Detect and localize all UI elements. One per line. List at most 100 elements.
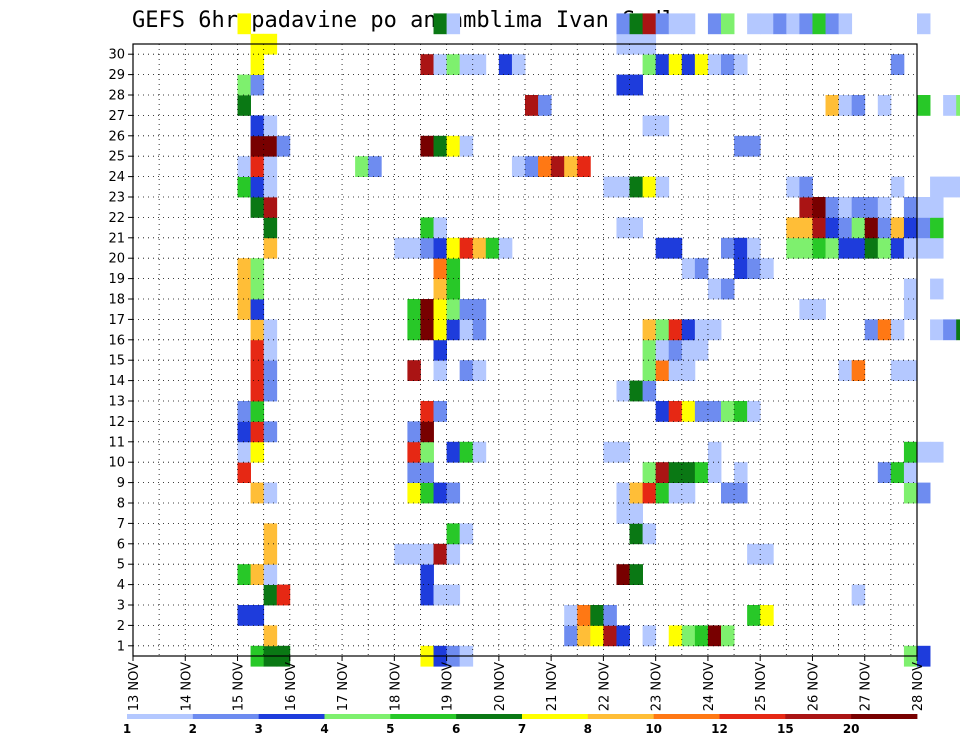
heatmap-cell: [917, 237, 931, 259]
heatmap-cell: [917, 482, 931, 504]
heatmap-cell: [250, 115, 265, 137]
heatmap-cell: [890, 319, 905, 341]
heatmap-cell: [930, 278, 944, 300]
heatmap-cell: [237, 441, 251, 463]
heatmap-cell: [237, 605, 251, 626]
heatmap-cell: [250, 605, 265, 626]
heatmap-cell: [642, 319, 657, 341]
heatmap-cell: [603, 625, 617, 647]
heatmap-cell: [642, 523, 657, 545]
heatmap-cell: [459, 299, 474, 320]
heatmap-cell: [642, 482, 657, 504]
heatmap-cell: [760, 13, 774, 35]
heatmap-cell: [812, 197, 826, 218]
heatmap-cell: [459, 237, 474, 259]
heatmap-cell: [917, 217, 931, 239]
heatmap-cell: [903, 482, 918, 504]
heatmap-cell: [694, 258, 709, 279]
heatmap-cell: [760, 543, 774, 565]
heatmap-cell: [237, 462, 251, 483]
heatmap-cell: [930, 319, 944, 341]
heatmap-cell: [420, 421, 434, 443]
colorbar-label: 7: [518, 722, 526, 736]
heatmap-cell: [407, 237, 421, 259]
heatmap-cell: [472, 441, 487, 463]
heatmap-cell: [721, 54, 735, 75]
heatmap-cell: [655, 401, 670, 422]
y-tick-label: 16: [108, 333, 125, 348]
heatmap-cell: [890, 237, 905, 259]
x-tick-label: 17 NOV: [336, 662, 351, 711]
colorbar-segment: [851, 714, 918, 719]
heatmap-cell: [799, 176, 813, 198]
heatmap-cell: [903, 278, 918, 300]
heatmap-cell: [668, 13, 683, 35]
heatmap-cell: [525, 156, 539, 177]
heatmap-cell: [851, 197, 866, 218]
heatmap-cell: [721, 401, 735, 422]
heatmap-cell: [917, 197, 931, 218]
colorbar-segment: [324, 714, 391, 719]
heatmap-cell: [681, 401, 696, 422]
heatmap-cell: [433, 217, 447, 239]
heatmap-cell: [263, 380, 278, 402]
heatmap-cell: [577, 605, 591, 626]
heatmap-cell: [459, 360, 474, 381]
y-tick-label: 29: [108, 68, 125, 83]
heatmap-cell: [903, 360, 918, 381]
heatmap-cell: [734, 401, 748, 422]
heatmap-cell: [629, 13, 643, 35]
heatmap-cell: [877, 217, 892, 239]
heatmap-cell: [890, 176, 905, 198]
y-tick-label: 2: [117, 619, 125, 634]
heatmap-cell: [446, 135, 461, 157]
heatmap-cell: [459, 319, 474, 341]
heatmap-cell: [943, 95, 957, 116]
heatmap-cell: [930, 197, 944, 218]
x-tick-label: 24 NOV: [702, 662, 717, 711]
heatmap-cell: [433, 482, 447, 504]
heatmap-cell: [237, 156, 251, 177]
heatmap-cell: [263, 237, 278, 259]
heatmap-cell: [407, 441, 421, 463]
heatmap-cell: [642, 115, 657, 137]
heatmap-cell: [433, 258, 447, 279]
heatmap-cell: [655, 339, 670, 361]
heatmap-cell: [433, 237, 447, 259]
heatmap-cell: [851, 584, 866, 606]
colorbar-label: 4: [320, 722, 328, 736]
heatmap-cell: [237, 564, 251, 585]
heatmap-cell: [721, 237, 735, 259]
heatmap-cell: [917, 441, 931, 463]
heatmap-cell: [433, 584, 447, 606]
heatmap-cell: [263, 482, 278, 504]
heatmap-cell: [877, 237, 892, 259]
heatmap-cell: [812, 299, 826, 320]
heatmap-cell: [851, 95, 866, 116]
heatmap-cell: [681, 13, 696, 35]
heatmap-cell: [420, 135, 434, 157]
x-tick-label: 14 NOV: [179, 662, 194, 711]
heatmap-cell: [890, 217, 905, 239]
heatmap-cell: [237, 278, 251, 300]
heatmap-cell: [642, 339, 657, 361]
colorbar-segment: [456, 714, 523, 719]
y-tick-label: 23: [108, 191, 125, 206]
heatmap-cell: [890, 54, 905, 75]
y-tick-label: 18: [108, 293, 125, 308]
heatmap-cell: [668, 237, 683, 259]
colorbar-label: 8: [584, 722, 592, 736]
y-tick-label: 27: [108, 109, 125, 124]
heatmap-cell: [760, 258, 774, 279]
heatmap-cell: [694, 54, 709, 75]
x-tick-label: 22 NOV: [597, 662, 612, 711]
heatmap-cell: [616, 625, 630, 647]
heatmap-cell: [734, 54, 748, 75]
heatmap-cell: [250, 421, 265, 443]
heatmap-cell: [799, 299, 813, 320]
heatmap-cell: [668, 339, 683, 361]
heatmap-cell: [577, 625, 591, 647]
colorbar-label: 10: [645, 722, 662, 736]
heatmap-cell: [903, 441, 918, 463]
heatmap-cell: [721, 625, 735, 647]
